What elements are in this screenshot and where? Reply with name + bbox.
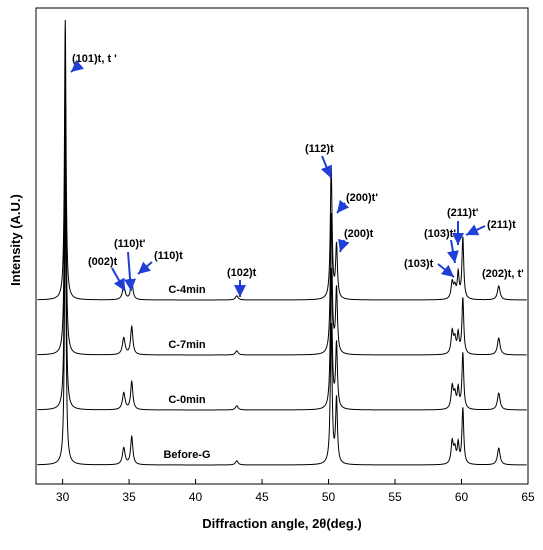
series-label: C-4min	[168, 284, 206, 296]
peak-label: (211)t	[487, 219, 516, 231]
peak-arrow	[336, 199, 350, 214]
series-label: C-0min	[168, 394, 206, 406]
peak-label: (101)t, t '	[72, 53, 117, 65]
x-tick-label: 30	[56, 490, 70, 504]
x-tick-label: 65	[521, 490, 535, 504]
peak-label: (200)t	[344, 228, 374, 240]
peak-arrow	[111, 267, 126, 292]
peak-label: (103)t	[404, 258, 434, 270]
peak-arrow	[137, 261, 153, 275]
peak-label: (002)t	[88, 256, 118, 268]
peak-label: (110)t	[154, 250, 183, 262]
x-tick-label: 40	[189, 490, 203, 504]
spectrum-line-c-7min	[37, 74, 527, 356]
peak-arrow	[465, 224, 486, 236]
y-axis-title: Intensity (A.U.)	[8, 194, 23, 286]
peak-arrow	[124, 251, 137, 292]
spectrum-line-c-0min	[37, 129, 527, 411]
series-label: Before-G	[163, 449, 210, 461]
x-tick-label: 45	[255, 490, 269, 504]
peak-label: (200)t'	[346, 192, 378, 204]
x-tick-label: 60	[455, 490, 469, 504]
peak-label: (202)t, t'	[482, 268, 524, 280]
peak-arrow	[437, 263, 455, 278]
peak-label: (211)t'	[447, 207, 479, 219]
x-axis-title: Diffraction angle, 2θ(deg.)	[202, 516, 361, 531]
peak-annotations: (101)t, t ' (002)t (110)t' (110)t (102)t (112…	[70, 53, 524, 297]
plot-frame	[35, 7, 529, 485]
peak-label: (103)t'	[424, 228, 456, 240]
series-labels: C-4min C-7min C-0min Before-G	[163, 284, 210, 461]
peak-arrow	[447, 239, 459, 264]
peak-arrow	[338, 238, 350, 253]
spectrum-line-before-g	[37, 184, 527, 466]
x-tick-label: 55	[388, 490, 402, 504]
peak-label: (110)t'	[114, 238, 146, 250]
spectra-group	[37, 19, 527, 466]
x-tick-label: 35	[122, 490, 136, 504]
x-tick-label: 50	[322, 490, 336, 504]
x-axis-ticks: 30 35 40 45 50 55 60 65	[56, 479, 535, 504]
peak-label: (112)t	[305, 143, 334, 155]
peak-arrow	[70, 59, 85, 73]
peak-label: (102)t	[227, 267, 257, 279]
spectrum-line-c-4min	[37, 19, 527, 301]
peak-arrow	[320, 155, 333, 179]
series-label: C-7min	[168, 339, 206, 351]
